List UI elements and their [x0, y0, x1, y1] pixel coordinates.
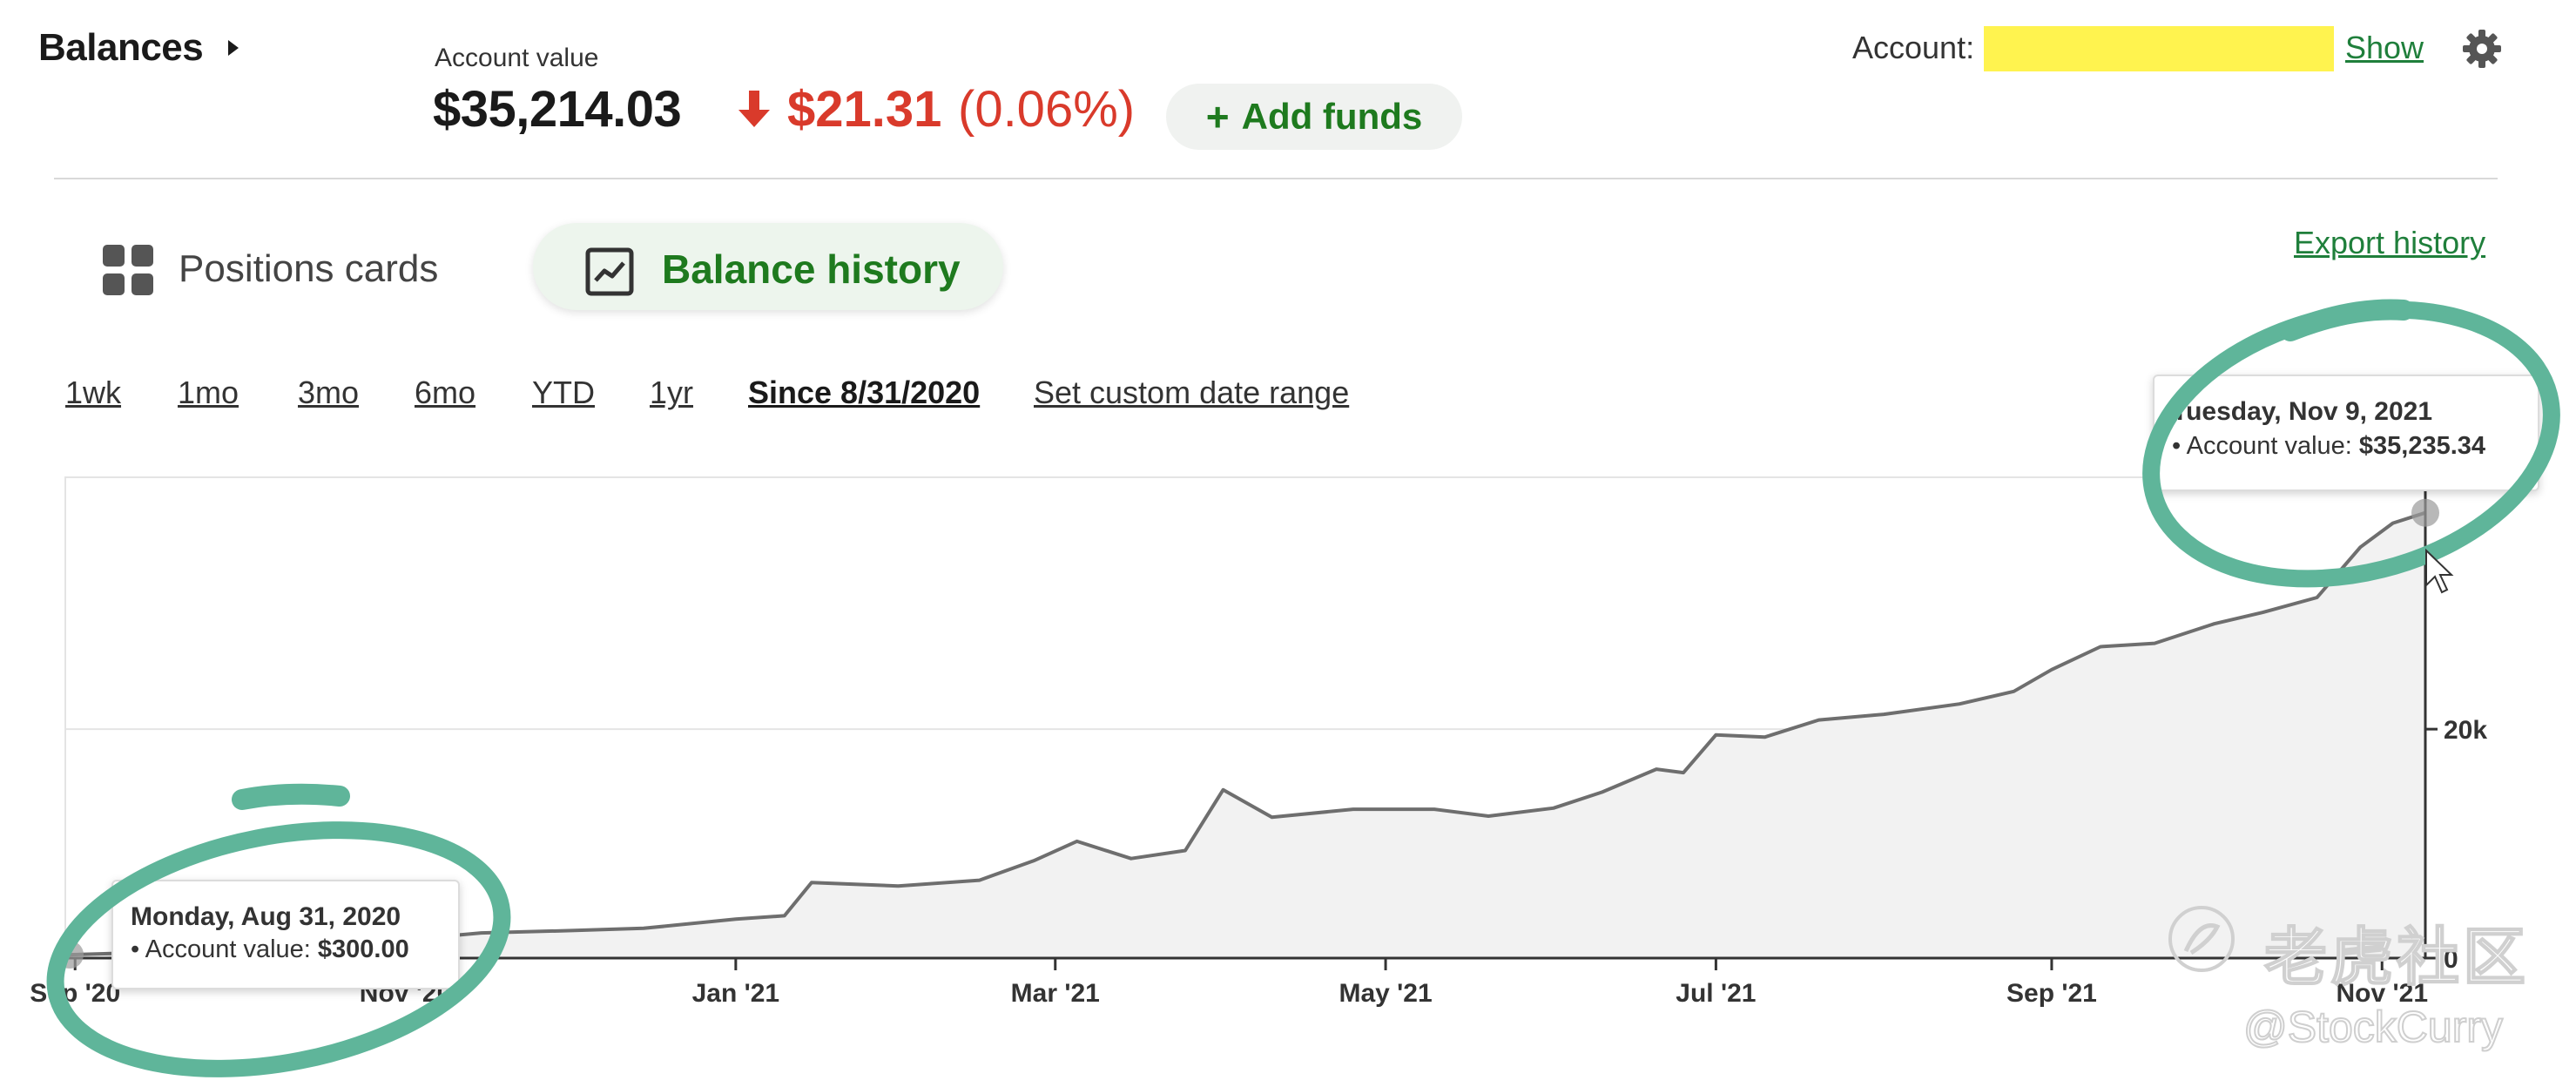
account-value: $35,214.03 — [433, 81, 682, 138]
change-percent: (0.06%) — [958, 81, 1136, 138]
x-tick-label: Nov '21 — [2336, 979, 2428, 1008]
range-custom[interactable]: Set custom date range — [1034, 375, 1350, 410]
x-tick-label: Jul '21 — [1676, 979, 1756, 1008]
tab-positions-cards[interactable]: Positions cards — [179, 247, 439, 290]
range-ytd[interactable]: YTD — [532, 375, 595, 410]
tooltip-end: Tuesday, Nov 9, 2021 • Account value: $3… — [2153, 375, 2539, 491]
y-tick-label: 20k — [2444, 716, 2487, 745]
tooltip-end-value: • Account value: $35,235.34 — [2172, 432, 2486, 460]
page-title[interactable]: Balances — [38, 26, 204, 69]
add-funds-label: Add funds — [1241, 96, 1423, 137]
watermark-logo-icon — [2168, 906, 2235, 972]
hover-marker-end — [2411, 498, 2439, 527]
range-1mo[interactable]: 1mo — [178, 375, 239, 410]
range-1yr[interactable]: 1yr — [650, 375, 694, 410]
tooltip-start-value: • Account value: $300.00 — [131, 935, 409, 963]
range-3mo[interactable]: 3mo — [298, 375, 360, 410]
tooltip-end-date: Tuesday, Nov 9, 2021 — [2172, 397, 2433, 426]
tooltip-start: Monday, Aug 31, 2020 • Account value: $3… — [111, 880, 460, 989]
gear-icon[interactable] — [2461, 28, 2503, 74]
range-6mo[interactable]: 6mo — [415, 375, 476, 410]
export-history-link[interactable]: Export history — [2294, 225, 2486, 260]
caret-right-icon[interactable] — [228, 40, 239, 56]
account-value-label: Account value — [435, 44, 599, 72]
grid-icon[interactable] — [103, 245, 153, 300]
y-tick-label: 0 — [2444, 945, 2458, 974]
add-funds-button[interactable]: + Add funds — [1166, 84, 1462, 150]
hover-marker-start — [56, 941, 84, 969]
watermark-en: @StockCurry — [2242, 1002, 2504, 1052]
balance-line — [69, 510, 2426, 957]
x-tick-label: Mar '21 — [1011, 979, 1100, 1008]
account-number-redacted — [1984, 26, 2334, 71]
balance-area — [70, 512, 2425, 958]
header-divider — [54, 178, 2498, 179]
range-1wk[interactable]: 1wk — [65, 375, 122, 410]
range-since-start[interactable]: Since 8/31/2020 — [748, 375, 981, 410]
x-tick-label: May '21 — [1339, 979, 1432, 1008]
x-tick-label: Jan '21 — [692, 979, 780, 1008]
tooltip-start-date: Monday, Aug 31, 2020 — [131, 902, 401, 931]
account-label: Account: — [1852, 30, 1975, 65]
plus-icon: + — [1205, 94, 1230, 139]
arrow-down-icon — [737, 91, 772, 133]
change-amount: $21.31 — [787, 81, 942, 138]
x-tick-label: Sep '20 — [30, 979, 120, 1008]
tab-balance-history-label: Balance history — [662, 246, 961, 292]
line-chart-icon — [585, 247, 634, 300]
show-account-link[interactable]: Show — [2345, 30, 2424, 65]
x-tick-label: Sep '21 — [2006, 979, 2097, 1008]
watermark-cn: 老虎社区 — [2263, 922, 2530, 994]
